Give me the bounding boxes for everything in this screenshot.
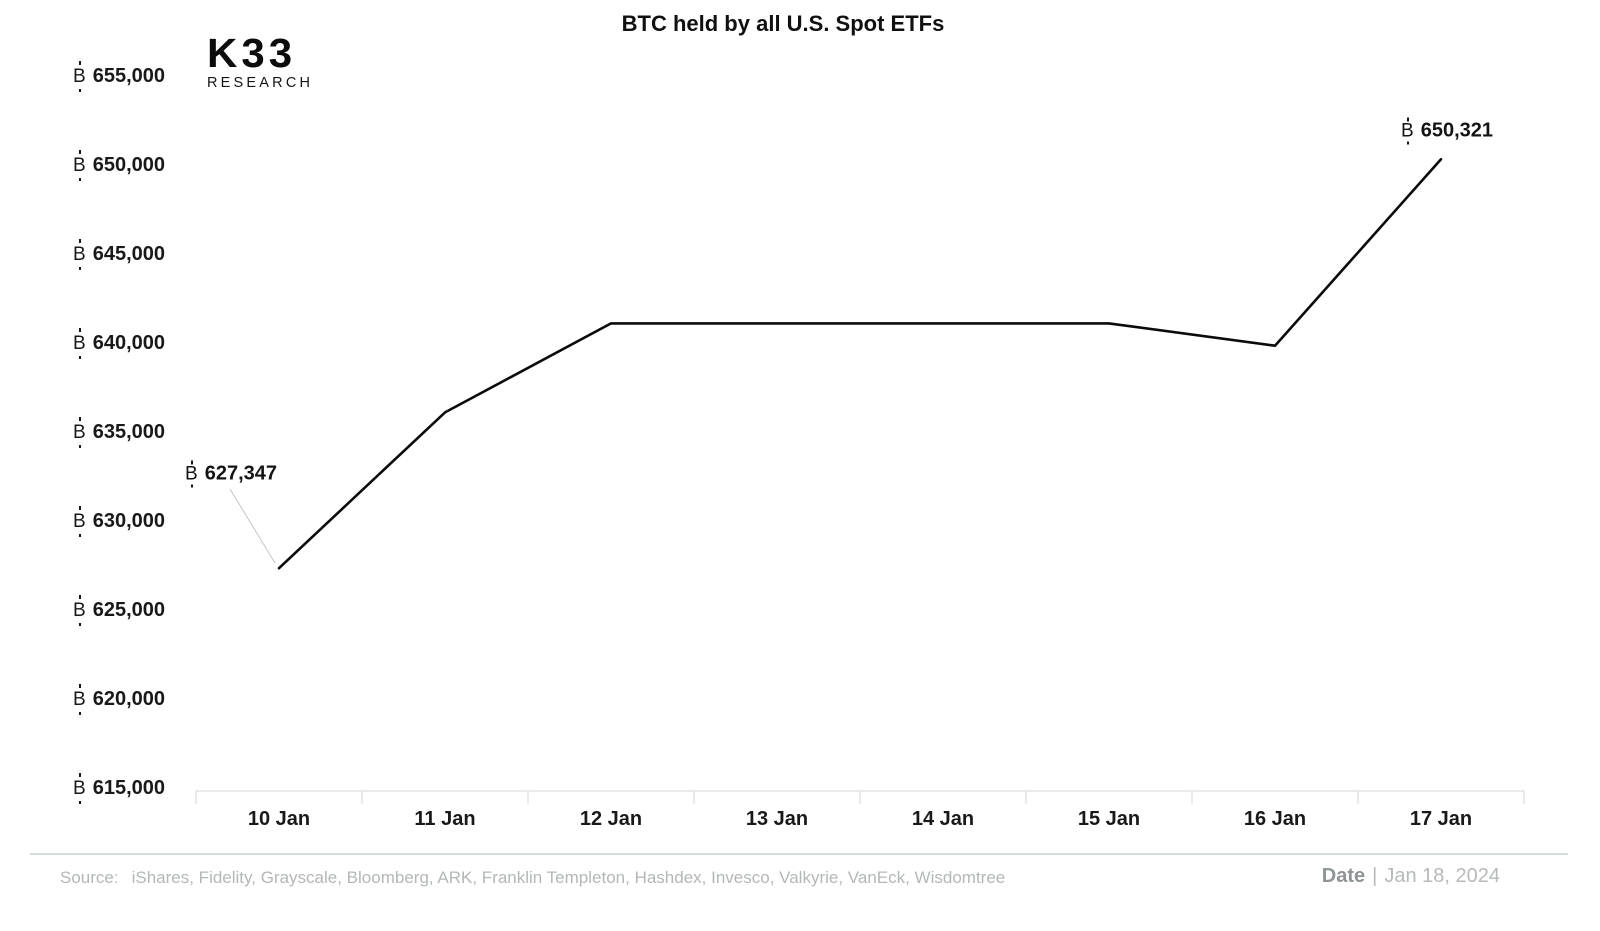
data-line xyxy=(277,158,1443,570)
source-attribution: Source: iShares, Fidelity, Grayscale, Blo… xyxy=(60,868,1005,888)
k33-research-logo: K33 RESEARCH xyxy=(207,33,313,91)
footer-divider xyxy=(30,853,1568,855)
logo-subtitle: RESEARCH xyxy=(207,75,314,91)
source-label: Source: xyxy=(60,868,119,887)
date-value: Jan 18, 2024 xyxy=(1384,865,1500,887)
chart-title: BTC held by all U.S. Spot ETFs xyxy=(621,11,945,36)
source-list: iShares, Fidelity, Grayscale, Bloomberg,… xyxy=(131,868,1006,887)
date-stamp: Date | Jan 18, 2024 xyxy=(1322,865,1500,888)
date-separator: | xyxy=(1372,865,1378,887)
annotation-leader-line xyxy=(229,488,276,564)
logo-wordmark: K33 xyxy=(207,30,297,76)
date-label: Date xyxy=(1321,865,1366,887)
